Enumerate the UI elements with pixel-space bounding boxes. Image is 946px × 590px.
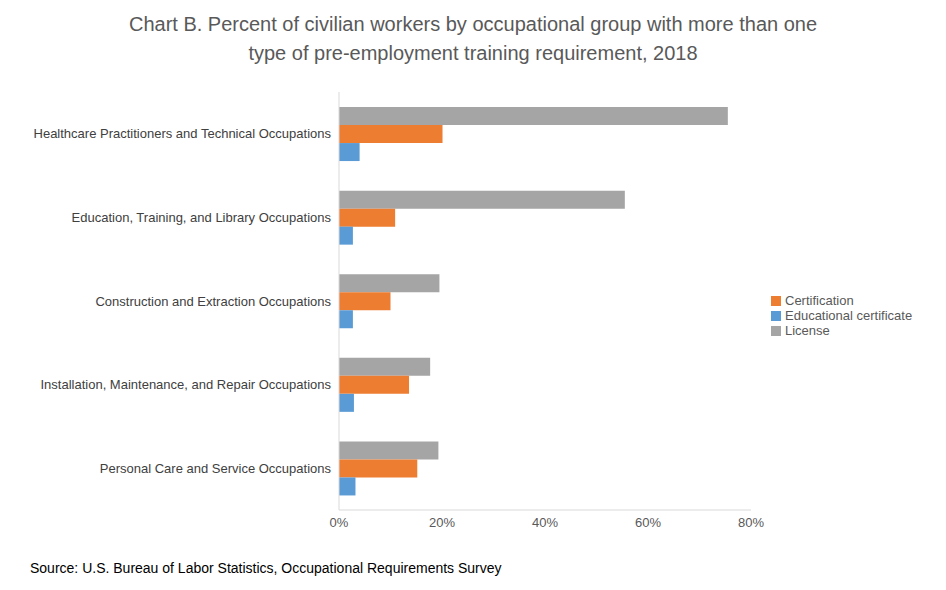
svg-text:Healthcare Practitioners and T: Healthcare Practitioners and Technical O…	[34, 126, 332, 141]
svg-text:60%: 60%	[635, 515, 661, 530]
html-text:Source: U.S. Bureau of Labor S: Source: U.S. Bureau of Labor Statistics,…	[30, 560, 502, 576]
html-text:License: License	[785, 322, 830, 338]
html-text:type of pre-employment trainin: type of pre-employment training requirem…	[248, 42, 698, 64]
html-text:Educational certificate: Educational certificate	[785, 307, 913, 323]
svg-text:0%: 0%	[330, 515, 349, 530]
svg-text:Construction and Extraction Oc: Construction and Extraction Occupations	[95, 294, 331, 309]
html-text:Chart B. Percent of civilian w: Chart B. Percent of civilian workers by …	[128, 13, 818, 35]
svg-text:40%: 40%	[532, 515, 558, 530]
svg-text:Installation, Maintenance, and: Installation, Maintenance, and Repair Oc…	[40, 377, 331, 392]
svg-text:Personal Care and Service Occu: Personal Care and Service Occupations	[100, 461, 332, 476]
html-text:Certification: Certification	[785, 292, 854, 308]
svg-text:80%: 80%	[738, 515, 764, 530]
svg-text:Education, Training, and Libra: Education, Training, and Library Occupat…	[72, 210, 332, 225]
svg-text:20%: 20%	[429, 515, 455, 530]
